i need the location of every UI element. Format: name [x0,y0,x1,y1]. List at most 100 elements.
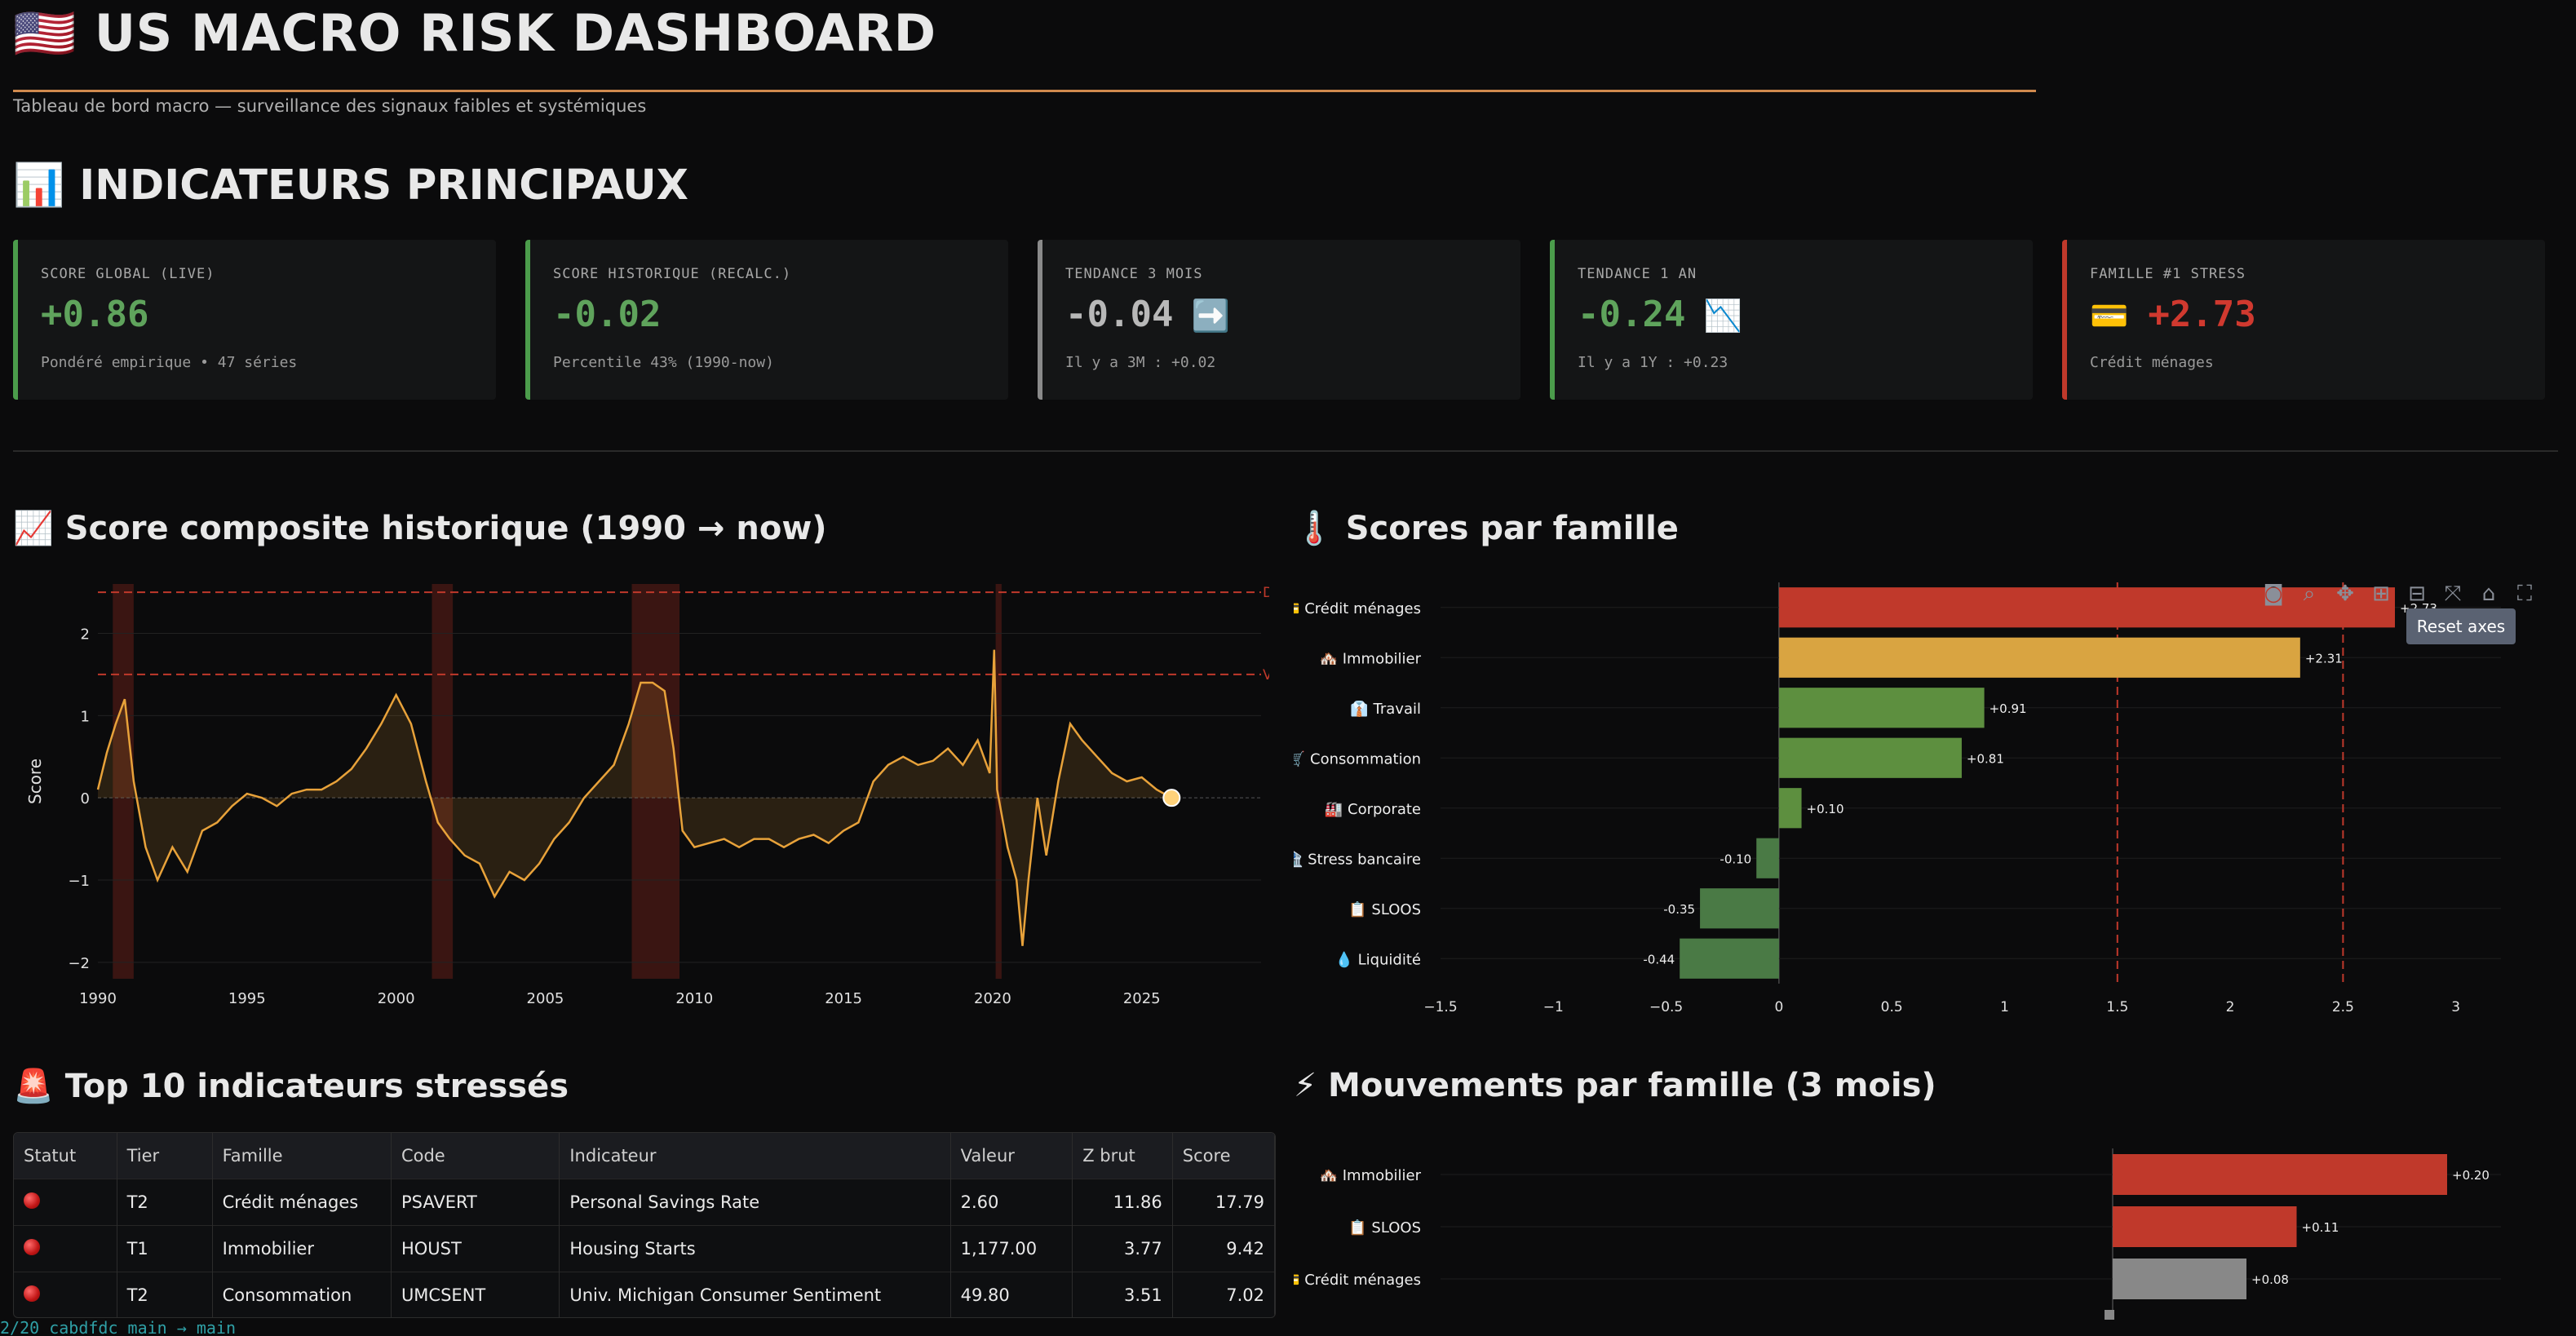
zoom-in-icon[interactable]: ⊞ [2372,582,2390,606]
reset-axes-tooltip: Reset axes [2406,608,2516,644]
zoom-out-icon[interactable]: ⊟ [2408,582,2426,606]
column-header[interactable]: Indicateur [559,1133,951,1179]
section-moves: ⚡ Mouvements par famille (3 mois) [1294,1067,1936,1104]
recession-band [631,584,679,979]
y-tick-label: 1 [81,708,90,725]
pan-icon[interactable]: ✥ [2336,582,2354,606]
x-tick-label: 2000 [378,990,415,1007]
x-tick-label: 1 [2000,999,2009,1015]
chart-down-icon: 📉 [1703,298,1742,334]
table-row[interactable]: T1 Immobilier HOUST Housing Starts 1,177.00 3… [14,1225,1275,1272]
current-score-marker [1162,789,1181,807]
cell-score: 7.02 [1172,1272,1275,1317]
column-header[interactable]: Valeur [950,1133,1073,1179]
cell-valeur: 49.80 [950,1272,1073,1317]
kpi-note: Il y a 1Y : +0.23 [1578,354,1728,371]
y-axis-label: Score [25,759,45,804]
bar-value-label: -0.35 [1663,902,1695,917]
x-tick-label: 2015 [825,990,862,1007]
page-title: 🇺🇸 US MACRO RISK DASHBOARD [13,3,936,63]
column-header[interactable]: Score [1172,1133,1275,1179]
family-category-label: 📋 SLOOS [1348,900,1421,918]
kpi-label: FAMILLE #1 STRESS [2090,266,2246,282]
move-bar [2113,1154,2447,1195]
family-category-label: 🏘️ Immobilier [1320,1167,1422,1184]
column-header[interactable]: Z brut [1072,1133,1173,1179]
bar-value-label: +0.20 [2452,1168,2490,1183]
column-header[interactable]: Code [391,1133,560,1179]
x-tick-label: −1 [1543,999,1564,1015]
zoom-icon[interactable]: ⌕ [2303,581,2316,606]
section-divider [13,450,2558,452]
x-tick-label: 1.5 [2106,999,2128,1015]
cell-code: UMCSENT [391,1272,560,1317]
column-header[interactable]: Statut [14,1133,117,1179]
family-category-label: 👔 Travail [1350,700,1421,718]
bar-value-label: +0.81 [1967,751,2004,766]
score-line [96,649,1172,946]
cell-valeur: 1,177.00 [950,1225,1073,1272]
family-category-label: 🏭 Corporate [1325,801,1421,818]
recession-band [113,584,134,979]
status-cell [14,1179,117,1226]
home-icon[interactable]: ⌂ [2481,582,2496,606]
red-status-icon [24,1192,40,1209]
table-row[interactable]: T2 Consommation UMCSENT Univ. Michigan Cons… [14,1272,1275,1317]
column-header[interactable]: Famille [212,1133,392,1179]
kpi-value: -0.24 📉 [1578,294,1742,335]
y-tick-label: 2 [81,626,90,644]
cell-indicateur: Housing Starts [559,1225,951,1272]
move-bar [2113,1259,2246,1299]
cell-tier: T2 [117,1272,213,1317]
x-tick-label: 3 [2451,999,2460,1015]
cell-indicateur: Univ. Michigan Consumer Sentiment [559,1272,951,1317]
column-header[interactable]: Tier [117,1133,213,1179]
x-tick-label: 2020 [974,990,1011,1007]
bar-value-label: -0.44 [1643,952,1675,967]
section-top10: 🚨 Top 10 indicateurs stressés [13,1068,569,1105]
cell-z: 3.51 [1072,1272,1173,1317]
kpi-value: -0.04 ➡️ [1065,294,1230,335]
kpi-value-text: +0.86 [41,294,149,335]
x-tick-label: 2025 [1123,990,1161,1007]
family-scores-chart[interactable]: +2.73💳 Crédit ménages+2.31🏘️ Immobilier+… [1294,571,2566,1028]
bar-value-label: +2.31 [2305,651,2343,666]
bar-value-label: +0.08 [2251,1272,2289,1287]
stress-table-container[interactable]: Statut Tier Famille Code Indicateur Valeur Z b… [13,1132,1276,1318]
cell-famille: Immobilier [212,1225,392,1272]
y-tick-label: −2 [68,955,90,972]
family-category-label: 📋 SLOOS [1348,1219,1421,1236]
threshold-label: D [1263,585,1269,601]
kpi-label: TENDANCE 1 AN [1578,266,1697,282]
kpi-label: SCORE GLOBAL (LIVE) [41,266,215,282]
move-bar [2113,1206,2297,1247]
bar-value-label: +0.10 [1807,802,1844,816]
kpi-note: Crédit ménages [2090,354,2214,371]
moves-chart[interactable]: +0.20 🏘️ Immobilier +0.11 📋 SLOOS +0.08 💳 Cré… [1294,1129,2566,1320]
kpi-value-text: -0.04 [1065,294,1174,335]
cell-indicateur: Personal Savings Rate [559,1179,951,1226]
cell-code: HOUST [391,1225,560,1272]
family-bar [1756,838,1779,878]
fullscreen-icon[interactable]: ⛶ [2516,581,2533,606]
cell-score: 9.42 [1172,1225,1275,1272]
x-tick-label: 1995 [228,990,266,1007]
cell-code: PSAVERT [391,1179,560,1226]
bar-value-label: +0.11 [2302,1220,2339,1235]
kpi-card: SCORE HISTORIQUE (RECALC.) -0.02 Percentil… [525,240,1008,400]
kpi-label: TENDANCE 3 MOIS [1065,266,1203,282]
history-chart[interactable]: 2 1 0 −1 −2 D Vi 1990 1995 2000 2005 2010 2015 2020 20… [13,571,1269,1028]
camera-icon[interactable]: ◙ [2263,582,2284,606]
autoscale-icon[interactable]: ⤧ [2444,581,2462,606]
cell-valeur: 2.60 [950,1179,1073,1226]
x-tick-label: −1.5 [1423,999,1457,1015]
y-tick-label: 0 [81,790,90,807]
table-row[interactable]: T2 Crédit ménages PSAVERT Personal Savings … [14,1179,1275,1226]
cell-famille: Consommation [212,1272,392,1317]
family-category-label: 🏦 Stress bancaire [1294,850,1421,868]
kpi-value: -0.02 [553,294,661,335]
kpi-value-text: -0.24 [1578,294,1686,335]
family-bar [1680,938,1779,979]
x-tick-label: 0.5 [1881,999,1903,1015]
threshold-label: Vi [1263,667,1269,683]
